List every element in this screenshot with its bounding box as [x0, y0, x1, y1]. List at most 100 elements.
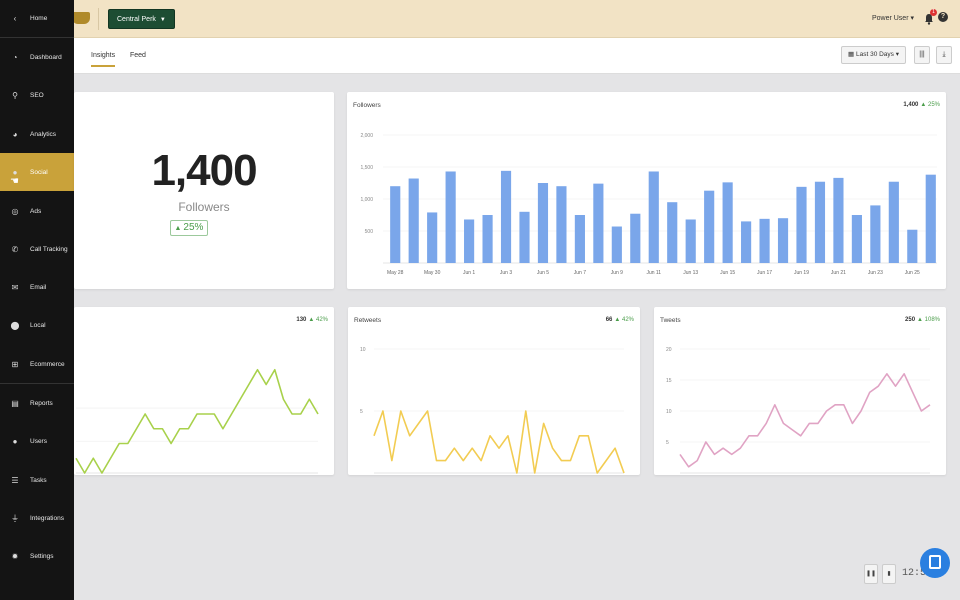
trash-icon: ▮	[887, 571, 891, 577]
sidebar-item-ecommerce[interactable]: ⊞ Ecommerce	[0, 345, 74, 383]
bar	[500, 170, 512, 263]
sidebar-item-integrations[interactable]: ⏚ Integrations	[0, 499, 74, 537]
x-tick-label: Jun 1	[463, 270, 475, 276]
sidebar-item-email[interactable]: ✉ Email	[0, 268, 74, 306]
tweets-chart-title: Tweets	[660, 317, 681, 324]
sidebar-item-ads[interactable]: ◎ Ads	[0, 192, 74, 230]
series-line	[679, 373, 931, 468]
tweets-stat-change: ▲ 108%	[917, 317, 940, 323]
columns-icon: |||	[919, 51, 925, 58]
chevron-left-icon: ‹	[13, 14, 17, 23]
followers-change-value: 25%	[183, 222, 204, 233]
x-tick-label: May 30	[424, 270, 441, 276]
x-tick-label: Jun 3	[500, 270, 512, 276]
bar	[888, 181, 899, 263]
sidebar-item-home[interactable]: ‹ Home	[0, 0, 74, 38]
sidebar-item-label: Ads	[30, 207, 42, 215]
columns-button[interactable]: |||	[914, 46, 930, 64]
retweets-chart-title: Retweets	[354, 317, 382, 324]
followers-change-badge: ▲ 25%	[170, 220, 208, 236]
sidebar-item-social[interactable]: ● Social	[0, 153, 74, 191]
sidebar-item-tasks[interactable]: ☰ Tasks	[0, 461, 74, 499]
bar	[796, 186, 807, 263]
cart-icon: ⊞	[11, 359, 19, 369]
bar	[593, 183, 604, 263]
sidebar-item-label: Call Tracking	[30, 245, 68, 253]
x-tick-label: Jun 17	[757, 270, 772, 276]
bar	[777, 218, 789, 263]
user-menu[interactable]: Power User ▾	[871, 15, 914, 22]
notification-badge: 1	[930, 9, 937, 16]
download-button[interactable]: ⤓	[936, 46, 952, 64]
date-range-label: Last 30 Days ▾	[855, 51, 899, 58]
chat-launcher-button[interactable]	[920, 548, 950, 578]
bar	[667, 202, 678, 263]
bar	[685, 219, 696, 263]
sidebar-item-users[interactable]: ● Users	[0, 422, 74, 460]
y-tick-label: 5	[360, 409, 363, 415]
plug-icon: ⏚	[11, 513, 19, 523]
chat-bubble-icon: ●	[12, 167, 18, 177]
map-pin-icon: ⬤	[10, 320, 20, 330]
followers-stat-change: ▲ 25%	[920, 102, 940, 108]
bar	[445, 171, 456, 263]
user-icon: ●	[12, 436, 18, 446]
help-icon[interactable]: ?	[938, 12, 948, 22]
bar	[851, 215, 862, 263]
sidebar-item-label: Email	[30, 283, 47, 291]
header-divider	[98, 8, 99, 30]
tab-insights[interactable]: Insights	[91, 52, 116, 67]
sub-header: Insights Feed ▦ Last 30 Days ▾ ||| ⤓	[74, 38, 960, 74]
bar	[833, 177, 844, 263]
followers-total: 1,400	[151, 146, 257, 195]
bar	[648, 171, 659, 263]
followers-label: Followers	[178, 200, 230, 214]
date-range-button[interactable]: ▦ Last 30 Days ▾	[841, 46, 906, 64]
pause-button[interactable]: ❚❚	[864, 564, 878, 584]
x-tick-label: May 28	[387, 270, 404, 276]
sidebar-item-call-tracking[interactable]: ✆ Call Tracking	[0, 230, 74, 268]
followers-bar-chart: 500 1,000 1,500 2,000 May 28 May 30 Jun 1 Jun 3…	[360, 133, 937, 276]
tab-feed[interactable]: Feed	[130, 52, 146, 59]
sidebar-item-analytics[interactable]: ◕ Analytics	[0, 115, 74, 153]
x-tick-label: Jun 7	[574, 270, 586, 276]
followers-chart-title: Followers	[353, 102, 381, 109]
notifications-button[interactable]: 1	[924, 9, 937, 25]
y-tick-label: 1,000	[360, 197, 373, 203]
clock-readout: 12:53	[902, 568, 933, 579]
engagement-chart-stat: 130 ▲ 42%	[296, 317, 328, 323]
y-tick-label: 15	[666, 378, 672, 384]
delete-button[interactable]: ▮	[882, 564, 896, 584]
retweets-chart-stat: 66 ▲ 42%	[606, 317, 634, 323]
y-tick-label: 10	[360, 347, 366, 353]
sidebar-item-label: Ecommerce	[30, 360, 65, 368]
x-tick-label: Jun 11	[646, 270, 661, 276]
sidebar-item-local[interactable]: ⬤ Local	[0, 306, 74, 344]
bar	[556, 186, 567, 263]
report-icon: ▤	[11, 398, 19, 408]
bar	[390, 186, 401, 263]
sidebar-item-label: Home	[30, 15, 48, 22]
sidebar-item-seo[interactable]: ⚲ SEO	[0, 76, 74, 114]
x-tick-label: Jun 5	[537, 270, 549, 276]
sidebar-item-reports[interactable]: ▤ Reports	[0, 384, 74, 422]
sidebar-item-settings[interactable]: ✹ Settings	[0, 537, 74, 575]
sidebar-item-label: Dashboard	[30, 53, 62, 61]
location-selector[interactable]: Central Perk ▼	[108, 9, 175, 29]
bar	[519, 211, 530, 263]
y-tick-label: 2,000	[360, 133, 373, 139]
top-bar: Central Perk ▼ Power User ▾ 1 ?	[0, 0, 960, 38]
list-icon: ☰	[11, 475, 19, 485]
sidebar-item-label: Settings	[30, 552, 54, 560]
phone-icon: ✆	[11, 244, 19, 254]
x-tick-label: Jun 21	[831, 270, 846, 276]
retweets-stat-change: ▲ 42%	[614, 317, 634, 323]
x-tick-label: Jun 23	[868, 270, 883, 276]
sidebar-item-dashboard[interactable]: ◔ Dashboard	[0, 38, 74, 76]
y-tick-label: 10	[666, 409, 672, 415]
sidebar-item-label: Integrations	[30, 514, 64, 522]
brand-logo	[72, 12, 90, 24]
bar	[408, 178, 419, 263]
